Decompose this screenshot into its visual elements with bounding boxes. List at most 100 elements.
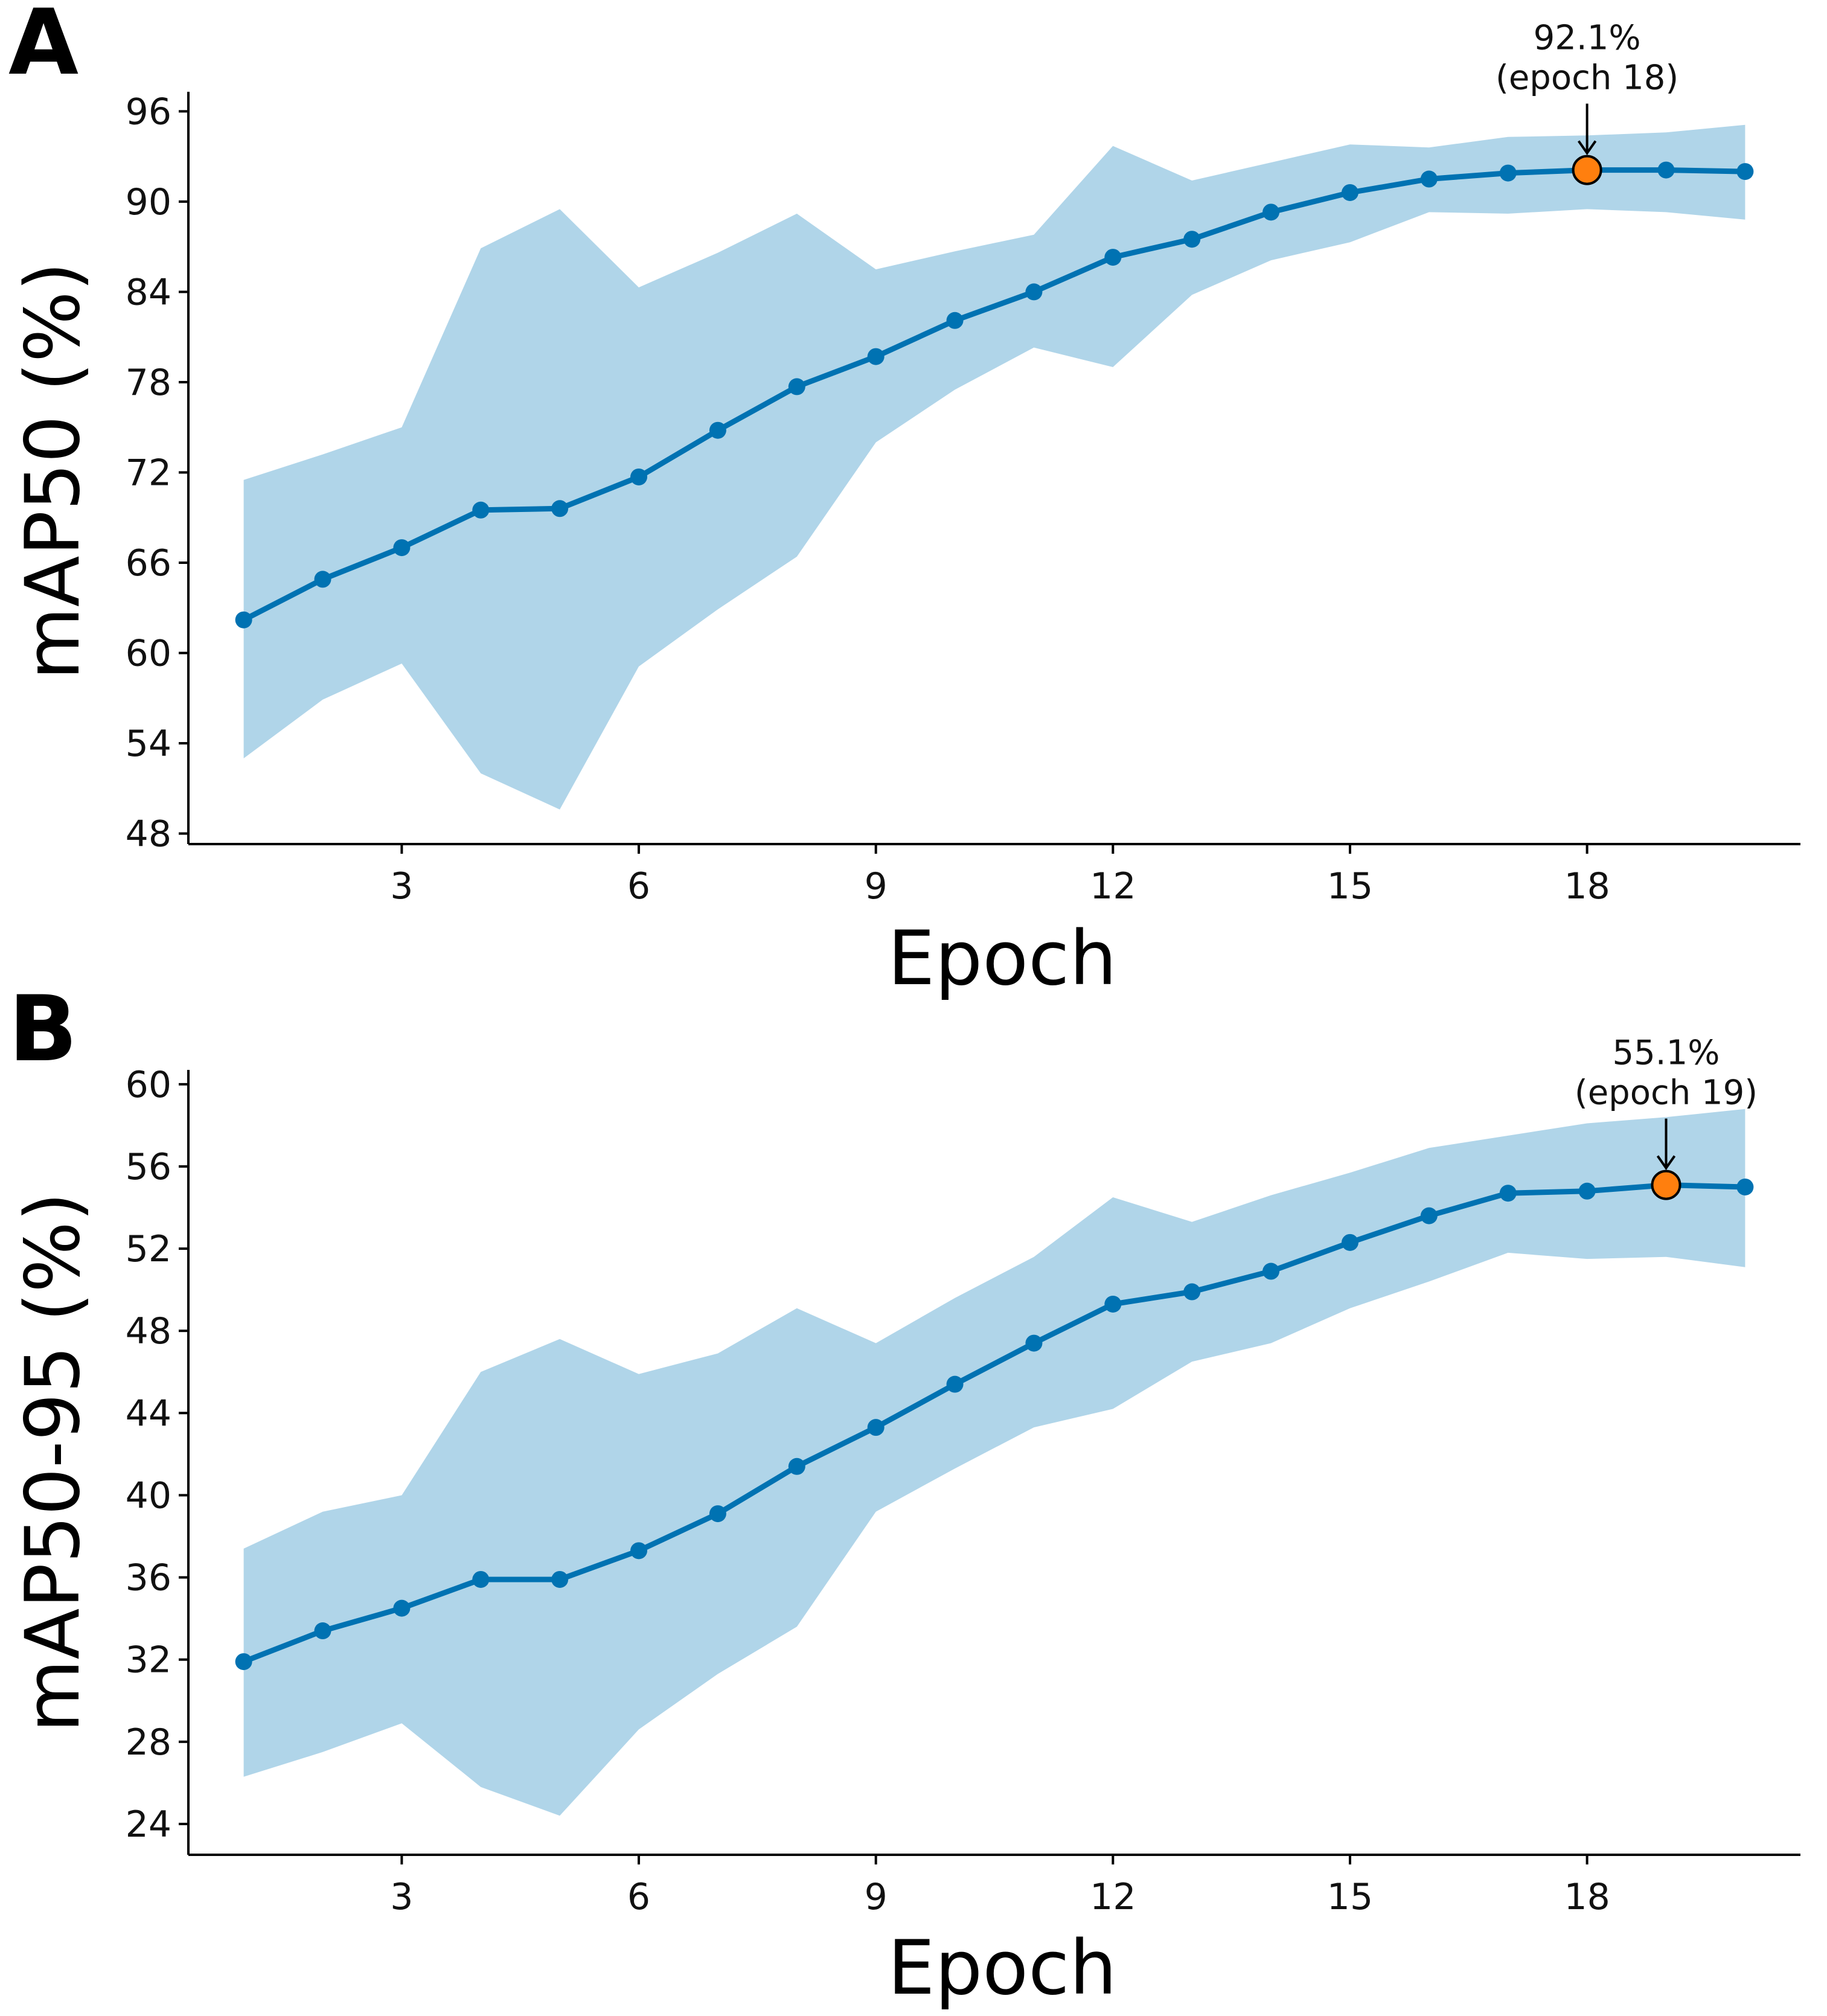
panel-b-xtick-label-6: 6 (627, 1876, 650, 1918)
panel-b-annotation-value: 55.1% (1613, 1034, 1720, 1073)
panel-a-ytick-label-48: 48 (126, 813, 171, 856)
panel-a-annotation-epoch: (epoch 18) (1496, 59, 1678, 98)
panel-b-point-epoch-16 (1420, 1207, 1438, 1224)
panel-a-annotation-arrowhead (1577, 140, 1597, 156)
panel-b-point-epoch-13 (1183, 1283, 1201, 1301)
panel-a-point-epoch-4 (472, 501, 490, 519)
panel-b-point-epoch-15 (1341, 1234, 1358, 1251)
panel-a-ytick-label-96: 96 (126, 91, 171, 133)
panel-a-point-epoch-1 (235, 611, 252, 629)
panel-b-point-epoch-11 (1025, 1334, 1043, 1352)
panel-a-xtick-label-18: 18 (1564, 865, 1610, 907)
panel-b-letter: B (8, 977, 77, 1082)
panel-a-point-epoch-20 (1736, 163, 1754, 181)
panel-b-ytick-label-56: 56 (126, 1146, 171, 1188)
panel-a-point-epoch-7 (709, 421, 726, 439)
panel-a-annotation: 92.1% (epoch 18) (1496, 19, 1678, 156)
panel-a-annotation-value: 92.1% (1534, 19, 1641, 58)
panel-b-point-epoch-9 (867, 1419, 885, 1436)
panel-a-point-epoch-11 (1025, 283, 1043, 301)
panel-a-letter: A (8, 0, 78, 95)
panel-a-xtick-label-15: 15 (1327, 865, 1373, 907)
panel-b-ytick-label-24: 24 (126, 1803, 171, 1846)
panel-a-point-epoch-15 (1341, 184, 1358, 201)
panel-b-point-epoch-7 (709, 1505, 726, 1523)
panel-b-point-epoch-5 (551, 1570, 569, 1588)
panel-b-point-epoch-14 (1262, 1262, 1280, 1280)
panel-b-axes (187, 1070, 1800, 1856)
panel-b-xtick-label-15: 15 (1327, 1876, 1373, 1918)
panel-a-ytick-label-54: 54 (126, 723, 171, 765)
panel-a-band-layer (243, 124, 1745, 810)
panel-b-yticks: 24 28 32 36 40 44 48 52 56 60 (126, 1064, 188, 1846)
panel-b-xtick-label-12: 12 (1090, 1876, 1136, 1918)
panel-b-x-axis-title: Epoch (888, 1925, 1117, 2012)
panel-a-point-epoch-16 (1420, 170, 1438, 188)
panel-a-yticks: 48 54 60 66 72 78 84 90 96 (126, 91, 188, 856)
panel-b-xtick-label-9: 9 (865, 1876, 888, 1918)
panel-a-axes (187, 92, 1800, 845)
panel-b-ytick-label-28: 28 (126, 1721, 171, 1764)
panel-a-x-axis-title: Epoch (888, 915, 1117, 1002)
panel-b-mean-line (242, 1182, 1745, 1665)
panel-a-point-epoch-10 (946, 312, 964, 329)
panel-a-point-epoch-5 (551, 500, 569, 517)
panel-a-point-epoch-19 (1657, 161, 1675, 179)
panel-b-point-epoch-10 (946, 1375, 964, 1393)
panel-a-ytick-label-90: 90 (126, 181, 171, 223)
panel-b-xtick-label-3: 3 (390, 1876, 413, 1918)
panel-a-point-epoch-3 (393, 539, 411, 557)
panel-a-xtick-label-3: 3 (390, 865, 413, 907)
panel-a-point-epoch-2 (314, 571, 331, 588)
panel-a-ytick-label-60: 60 (126, 633, 171, 675)
panel-a-ytick-label-78: 78 (126, 362, 171, 404)
panel-b-confidence-band (243, 1109, 1745, 1816)
panel-b-ytick-label-52: 52 (126, 1228, 171, 1270)
panel-b-xticks: 3 6 9 12 15 18 (390, 1855, 1610, 1918)
panel-a-ytick-label-84: 84 (126, 271, 171, 313)
panel-b-line-layer (235, 1170, 1754, 1671)
panel-a: A 48 54 60 66 72 78 84 90 96 3 6 9 12 15 18 Epoch mAP… (8, 0, 1800, 1002)
panel-b-point-epoch-20 (1736, 1178, 1754, 1195)
panel-a-line-layer (235, 155, 1754, 629)
panel-b-xtick-label-18: 18 (1564, 1876, 1610, 1918)
panel-a-point-epoch-17 (1499, 164, 1517, 182)
panel-a-best-marker (1572, 155, 1602, 185)
panel-a-point-epoch-6 (630, 468, 648, 485)
panel-a-point-epoch-9 (867, 348, 885, 365)
panel-b-annotation: 55.1% (epoch 19) (1575, 1034, 1758, 1171)
panel-b-point-epoch-12 (1104, 1295, 1122, 1313)
panel-b-ytick-label-36: 36 (126, 1557, 171, 1599)
panel-b-y-axis-title: mAP50-95 (%) (10, 1192, 97, 1733)
panel-b-point-epoch-18 (1578, 1182, 1596, 1200)
panel-b-ytick-label-32: 32 (126, 1639, 171, 1682)
panel-a-point-epoch-12 (1104, 249, 1122, 266)
panel-a-point-epoch-14 (1262, 203, 1280, 221)
panel-b-annotation-arrowhead (1656, 1155, 1676, 1171)
panel-b-point-epoch-6 (630, 1542, 648, 1560)
panel-b-point-epoch-4 (472, 1570, 490, 1588)
panel-b-point-epoch-2 (314, 1622, 331, 1640)
panel-b-ytick-label-40: 40 (126, 1474, 171, 1517)
panel-a-y-axis-title: mAP50 (%) (10, 262, 97, 680)
panel-b-point-epoch-17 (1499, 1185, 1517, 1202)
panel-b-ytick-label-44: 44 (126, 1392, 171, 1435)
panel-b-point-epoch-1 (235, 1653, 252, 1671)
panel-b-ytick-label-60: 60 (126, 1064, 171, 1106)
panel-b-band-layer (243, 1109, 1745, 1816)
panel-a-confidence-band (243, 124, 1745, 810)
panel-b-point-epoch-8 (788, 1458, 805, 1475)
panel-a-point-epoch-13 (1183, 231, 1201, 248)
panel-a-ytick-label-66: 66 (126, 542, 171, 584)
panel-a-mean-line (242, 167, 1745, 622)
panel-b-best-marker (1651, 1170, 1681, 1200)
panel-a-point-epoch-8 (788, 378, 805, 395)
panel-b-ytick-label-48: 48 (126, 1310, 171, 1352)
panel-b-point-epoch-3 (393, 1599, 411, 1617)
panel-a-xtick-label-6: 6 (627, 865, 650, 907)
panel-a-xticks: 3 6 9 12 15 18 (390, 844, 1610, 907)
panel-a-xtick-label-12: 12 (1090, 865, 1136, 907)
panel-a-xtick-label-9: 9 (865, 865, 888, 907)
